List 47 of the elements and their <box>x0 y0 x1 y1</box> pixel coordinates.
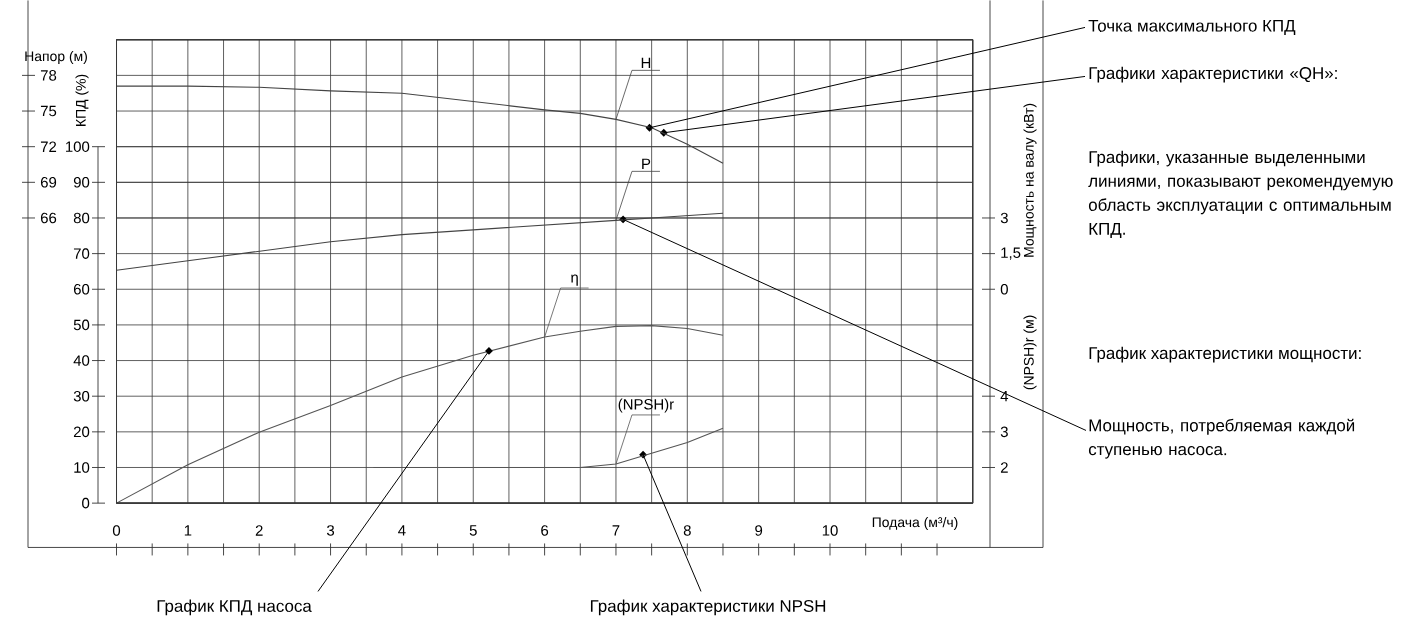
x-tick-label: 3 <box>326 524 335 536</box>
y-tick-label: 40 <box>73 355 90 366</box>
x-tick-label: 9 <box>755 524 763 536</box>
text: H <box>641 57 651 68</box>
y-tick-label: 60 <box>73 283 90 295</box>
y-tick-label: 30 <box>73 390 90 402</box>
y-tick-label: 4 <box>1000 390 1009 402</box>
y2-tick-label: 72 <box>40 141 57 152</box>
x-tick-label: 4 <box>398 525 406 536</box>
x-tick-label: 5 <box>469 525 477 536</box>
x-tick-label: 0 <box>112 524 121 536</box>
annotation: График КПД насоса <box>157 599 312 616</box>
y2-tick-label: 66 <box>40 212 57 224</box>
y-axis-title: КПД (%) <box>75 74 89 126</box>
y-tick-label: 0 <box>82 497 90 509</box>
x-axis-title: Подача (м³/ч) <box>872 516 958 530</box>
annotation: Графики характеристики «QH»: <box>1089 66 1337 83</box>
x-tick-label: 2 <box>255 525 263 536</box>
x-tick-label: 7 <box>612 525 620 536</box>
x-tick-label: 1 <box>184 525 192 536</box>
x-tick-label: 10 <box>822 524 838 536</box>
y2-axis-title: Напор (м) <box>25 50 87 64</box>
annotation: Мощность, потребляемая каждой ступенью насоса. <box>1088 418 1355 459</box>
y-tick-label: 80 <box>73 212 90 224</box>
text: P <box>642 158 651 169</box>
annotation: График характеристики NPSH <box>590 599 826 616</box>
y-tick-label: 2 <box>1000 462 1008 473</box>
y-tick-label: 90 <box>73 176 90 188</box>
x-tick-label: 6 <box>541 524 549 536</box>
annotation: Точка максимального КПД <box>1088 19 1296 35</box>
y3-axis-title: Мощность на валу (кВт) <box>1023 103 1037 257</box>
y-tick-label: 50 <box>73 319 90 330</box>
y-tick-label: 3 <box>1000 426 1008 437</box>
text: График характеристики мощности: <box>1089 346 1361 363</box>
y-tick-label: 100 <box>66 141 90 152</box>
y-tick-label: 20 <box>73 426 90 437</box>
y-tick-label: 10 <box>74 461 90 473</box>
y2-tick-label: 69 <box>40 176 57 188</box>
y2-tick-label: 75 <box>40 105 57 117</box>
text: (NPSH)r <box>618 398 674 413</box>
y-tick-label: 70 <box>73 248 90 259</box>
text: η <box>571 274 578 286</box>
text: Графики, указанные выделенными линиями, показывают рекомендуемую область эксплуатации с оптимальным КПД. <box>1088 150 1393 238</box>
y-axis-title: (NPSH)r (м) <box>1023 315 1037 390</box>
y3-tick-label: 1,5 <box>1001 247 1021 260</box>
x-tick-label: 8 <box>683 524 691 536</box>
y2-tick-label: 78 <box>40 69 57 81</box>
